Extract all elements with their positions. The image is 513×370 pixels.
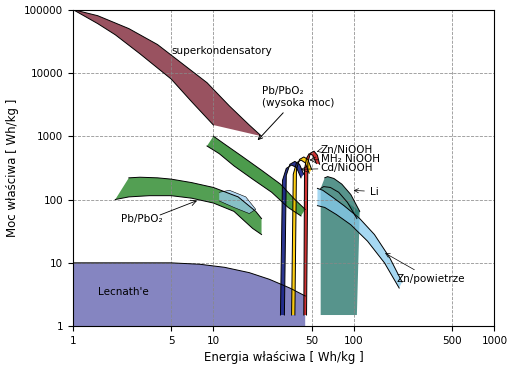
Polygon shape (321, 176, 360, 219)
Polygon shape (291, 157, 311, 315)
Text: superkondensatory: superkondensatory (171, 46, 272, 56)
Polygon shape (318, 188, 402, 288)
Text: MH₂ NiOOH: MH₂ NiOOH (321, 154, 380, 164)
X-axis label: Energia właściwa [ Wh/kg ]: Energia właściwa [ Wh/kg ] (204, 352, 364, 364)
Polygon shape (281, 161, 304, 315)
Y-axis label: Moc właściwa [ Wh/kg ]: Moc właściwa [ Wh/kg ] (6, 99, 18, 237)
Text: Zn/NiOOH: Zn/NiOOH (321, 145, 373, 155)
Polygon shape (73, 263, 305, 326)
Polygon shape (304, 151, 320, 315)
Polygon shape (73, 10, 262, 136)
Text: Lecnath'e: Lecnath'e (97, 287, 148, 297)
Text: Pb/PbO₂
(wysoka moc): Pb/PbO₂ (wysoka moc) (259, 86, 334, 139)
Polygon shape (115, 177, 262, 235)
Text: Zn/powietrze: Zn/powietrze (386, 253, 465, 284)
Text: Cd/NiOOH: Cd/NiOOH (321, 164, 373, 174)
Polygon shape (219, 190, 255, 213)
Text: Pb/PbO₂: Pb/PbO₂ (121, 213, 163, 223)
Polygon shape (207, 136, 305, 216)
Polygon shape (321, 186, 360, 315)
Text: Li: Li (354, 186, 379, 196)
